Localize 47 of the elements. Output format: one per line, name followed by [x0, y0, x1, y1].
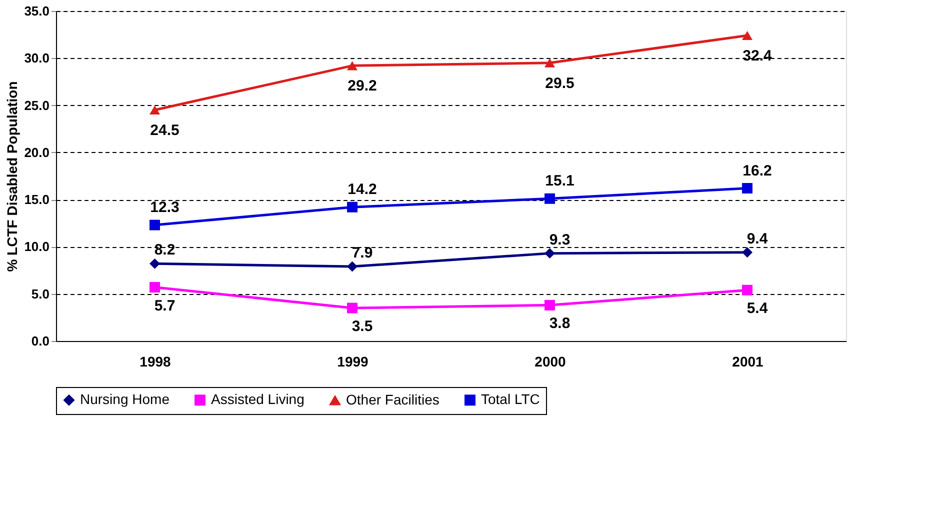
data-label: 3.5: [352, 318, 373, 335]
point: [544, 58, 555, 68]
y-tick-label: 15.0: [24, 192, 50, 208]
point: [347, 61, 358, 70]
x-tick-label: 1998: [140, 354, 172, 370]
x-tick-label: 2001: [732, 354, 764, 370]
legend-label: Total LTC: [481, 391, 540, 408]
y-tick-label: 0.0: [31, 334, 50, 348]
point: [150, 105, 160, 115]
point: [742, 30, 752, 40]
data-label: 14.2: [348, 181, 377, 198]
point: [150, 282, 160, 292]
point: [544, 300, 555, 310]
point: [742, 247, 752, 258]
y-tick-label: 10.0: [24, 239, 50, 254]
data-label: 29.5: [545, 74, 574, 92]
point: [544, 248, 555, 259]
data-label: 3.8: [549, 315, 570, 332]
y-tick-label: 25.0: [24, 98, 50, 113]
data-label: 16.2: [742, 162, 772, 180]
y-tick-label: 30.0: [24, 50, 50, 66]
point: [150, 258, 160, 269]
point: [347, 302, 358, 314]
data-label: 8.2: [154, 242, 176, 259]
point: [347, 261, 358, 272]
legend-label: Nursing Home: [80, 391, 170, 408]
y-axis-title: % LCTF Disabled Population: [4, 81, 20, 272]
y-tick-label: 20.0: [24, 144, 50, 160]
point: [347, 202, 358, 212]
data-label: 5.4: [746, 300, 768, 318]
data-label: 12.3: [150, 199, 180, 216]
data-label: 15.1: [545, 172, 574, 190]
point: [742, 183, 752, 194]
point: [544, 193, 555, 204]
point: [742, 284, 752, 296]
data-label: 5.7: [154, 297, 176, 314]
data-label: 24.5: [150, 122, 180, 139]
y-tick-label: 35.0: [24, 4, 50, 18]
legend-label: Assisted Living: [211, 391, 304, 408]
y-tick-label: 5.0: [31, 286, 50, 302]
legend-label: Other Facilities: [346, 391, 440, 408]
x-tick-label: 2000: [534, 354, 566, 370]
x-tick-label: 1999: [337, 354, 369, 370]
data-label: 9.4: [746, 230, 768, 248]
data-label: 9.3: [549, 231, 570, 248]
data-label: 29.2: [348, 78, 377, 95]
point: [150, 220, 160, 230]
